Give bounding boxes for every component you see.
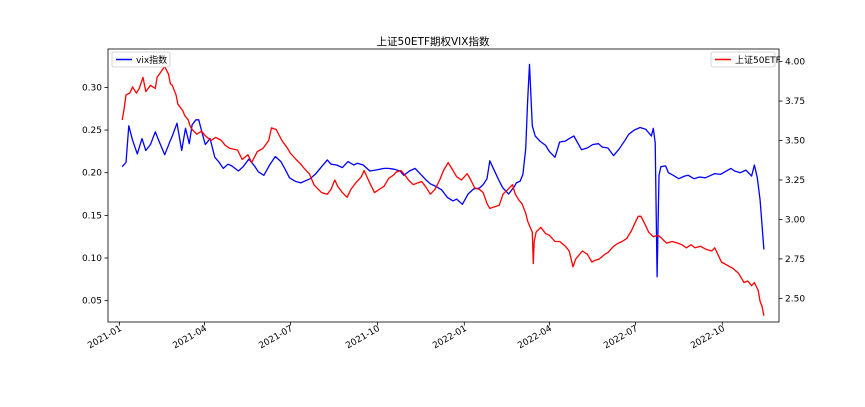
series-line-vix xyxy=(121,63,765,278)
y-left-tick-label: 0.10 xyxy=(82,254,102,264)
y-left-tick-label: 0.20 xyxy=(82,169,102,179)
y-right-tick-label: 3.25 xyxy=(785,176,805,186)
y-right-tick-label: 4.00 xyxy=(785,58,805,68)
plot-area xyxy=(107,48,780,323)
x-tick-label: 2021-01 xyxy=(86,324,124,351)
y-right-tick-label: 2.75 xyxy=(785,255,805,265)
series-line-etf xyxy=(121,65,765,316)
x-tick-label: 2022-10 xyxy=(689,324,727,352)
x-tick-label: 2022-07 xyxy=(602,324,640,351)
y-right-tick-label: 3.50 xyxy=(785,137,805,147)
legend-right-box xyxy=(710,51,776,68)
y-left-tick-label: 0.05 xyxy=(82,297,102,307)
legend-left-box xyxy=(111,51,171,68)
y-left-tick-label: 0.30 xyxy=(82,83,102,93)
legend-left-label: vix指数 xyxy=(136,54,167,66)
y-right-tick-label: 3.75 xyxy=(785,97,805,107)
y-left-tick-label: 0.15 xyxy=(82,211,102,221)
y-right-tick-label: 2.50 xyxy=(785,294,805,304)
legend-right-label: 上证50ETF xyxy=(735,55,781,66)
x-tick-label: 2021-10 xyxy=(344,324,382,352)
legend-left: vix指数 xyxy=(111,51,171,68)
x-tick-label: 2021-07 xyxy=(257,324,295,351)
y-right-tick-label: 3.00 xyxy=(785,215,805,225)
chart-title: 上证50ETF期权VIX指数 xyxy=(377,35,490,48)
series-layer xyxy=(121,63,765,316)
x-tick-label: 2022-01 xyxy=(431,324,469,351)
legend-right: 上证50ETF xyxy=(710,51,781,68)
x-tick-label: 2021-04 xyxy=(171,324,209,352)
x-tick-label: 2022-04 xyxy=(516,324,554,352)
y-left-tick-label: 0.25 xyxy=(82,126,102,136)
